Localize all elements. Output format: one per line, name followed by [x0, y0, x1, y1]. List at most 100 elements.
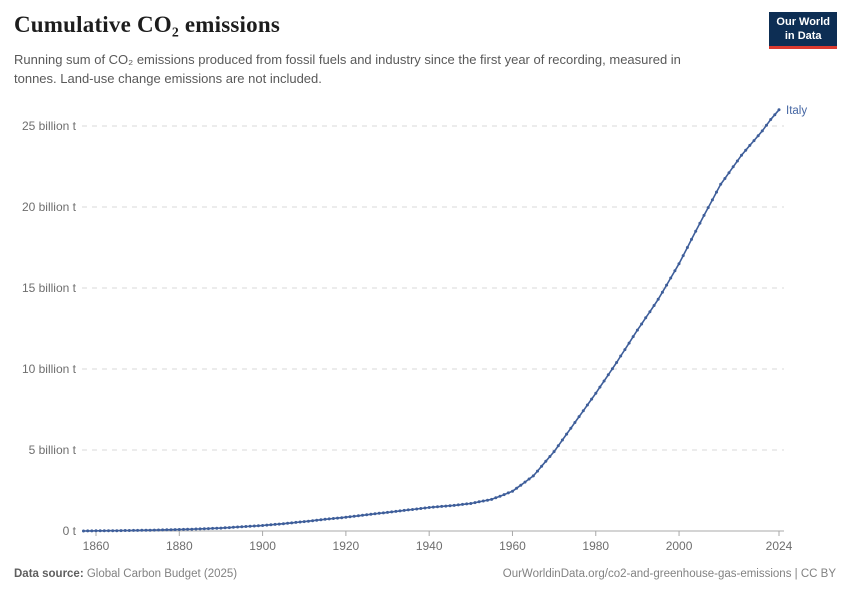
data-point-marker: [669, 276, 673, 280]
x-axis-tick-label: 1860: [83, 539, 110, 553]
data-point-marker: [536, 469, 539, 473]
data-point-marker: [190, 527, 194, 531]
entity-label-italy[interactable]: Italy: [786, 105, 807, 117]
data-point-marker: [161, 528, 165, 532]
owid-logo[interactable]: Our World in Data: [769, 12, 837, 49]
data-point-marker: [602, 379, 606, 383]
data-point-marker: [302, 520, 306, 524]
data-point-marker: [656, 297, 660, 301]
data-point-marker: [694, 229, 698, 233]
data-point-marker: [623, 348, 627, 352]
data-point-marker: [423, 506, 427, 510]
data-point-marker: [519, 483, 523, 487]
data-point-marker: [756, 134, 760, 138]
data-point-marker: [248, 524, 252, 528]
data-point-marker: [244, 525, 248, 528]
data-point-marker: [315, 518, 319, 522]
data-point-marker: [606, 373, 610, 377]
data-point-marker: [431, 505, 435, 509]
y-axis-tick-label: 15 billion t: [22, 281, 77, 295]
data-point-marker: [660, 290, 664, 294]
data-point-marker: [560, 438, 564, 442]
data-point-marker: [152, 528, 156, 532]
data-point-marker: [352, 514, 356, 518]
data-point-marker: [735, 159, 739, 163]
data-point-marker: [169, 528, 173, 532]
data-point-marker: [82, 529, 85, 533]
data-point-marker: [344, 515, 348, 519]
data-point-marker: [440, 504, 444, 508]
x-axis-tick-label: 1880: [166, 539, 193, 553]
data-point-marker: [506, 491, 510, 495]
data-point-marker: [627, 341, 631, 345]
data-point-marker: [290, 521, 294, 525]
data-point-marker: [211, 526, 215, 530]
data-point-marker: [444, 504, 448, 508]
data-point-marker: [206, 527, 210, 531]
data-point-marker: [644, 316, 648, 320]
data-point-marker: [652, 304, 656, 307]
data-point-marker: [165, 528, 169, 532]
data-point-marker: [723, 177, 727, 180]
data-point-marker: [411, 508, 414, 511]
data-point-marker: [348, 515, 352, 519]
data-source-note: Data source: Global Carbon Budget (2025): [14, 568, 237, 580]
x-axis-tick-label: 1960: [499, 539, 526, 553]
data-point-marker: [665, 283, 669, 287]
data-point-marker: [269, 523, 273, 527]
data-point-marker: [565, 432, 569, 436]
data-point-marker: [402, 508, 406, 512]
data-point-marker: [540, 464, 544, 468]
data-point-marker: [377, 511, 381, 515]
data-point-marker: [427, 506, 431, 509]
data-point-marker: [469, 502, 473, 505]
data-point-marker: [273, 522, 277, 526]
data-point-marker: [202, 527, 206, 531]
owid-url-link[interactable]: OurWorldinData.org/co2-and-greenhouse-ga…: [502, 568, 792, 580]
data-point-marker: [523, 480, 527, 484]
y-axis-tick-label: 0 t: [63, 524, 77, 538]
data-point-marker: [144, 528, 148, 532]
data-point-marker: [240, 525, 244, 529]
data-point-marker: [298, 520, 302, 524]
y-axis-tick-label: 5 billion t: [29, 443, 77, 457]
data-point-marker: [465, 502, 469, 506]
data-point-marker: [415, 507, 419, 511]
data-point-marker: [319, 518, 323, 522]
data-point-marker: [760, 129, 764, 133]
data-point-marker: [581, 409, 585, 413]
data-point-marker: [132, 528, 135, 532]
x-axis-tick-label: 1900: [249, 539, 276, 553]
data-point-marker: [635, 328, 639, 332]
data-point-marker: [381, 511, 385, 515]
data-point-marker: [386, 510, 389, 514]
data-point-marker: [157, 528, 160, 532]
data-point-marker: [706, 206, 710, 210]
data-source-label: Data source:: [14, 568, 84, 580]
data-point-marker: [311, 519, 315, 523]
data-point-marker: [461, 502, 464, 506]
data-point-marker: [123, 529, 127, 532]
data-point-marker: [361, 513, 364, 517]
data-point-marker: [406, 508, 410, 512]
y-axis-tick-label: 20 billion t: [22, 200, 77, 214]
y-axis-tick-label: 25 billion t: [22, 119, 77, 133]
credit-note: OurWorldinData.org/co2-and-greenhouse-ga…: [503, 568, 836, 580]
data-point-marker: [531, 474, 535, 478]
data-point-marker: [182, 527, 185, 531]
data-point-marker: [610, 367, 614, 371]
data-point-marker: [373, 512, 377, 516]
data-point-marker: [490, 497, 494, 501]
data-point-marker: [631, 335, 635, 339]
data-point-marker: [111, 529, 115, 533]
data-point-marker: [148, 528, 152, 532]
data-point-marker: [265, 523, 269, 527]
data-point-marker: [356, 514, 360, 518]
x-axis-tick-label: 1940: [416, 539, 443, 553]
data-source-value: Global Carbon Budget (2025): [83, 568, 238, 580]
data-point-marker: [256, 524, 260, 528]
data-point-marker: [727, 171, 731, 175]
data-point-marker: [598, 385, 602, 389]
